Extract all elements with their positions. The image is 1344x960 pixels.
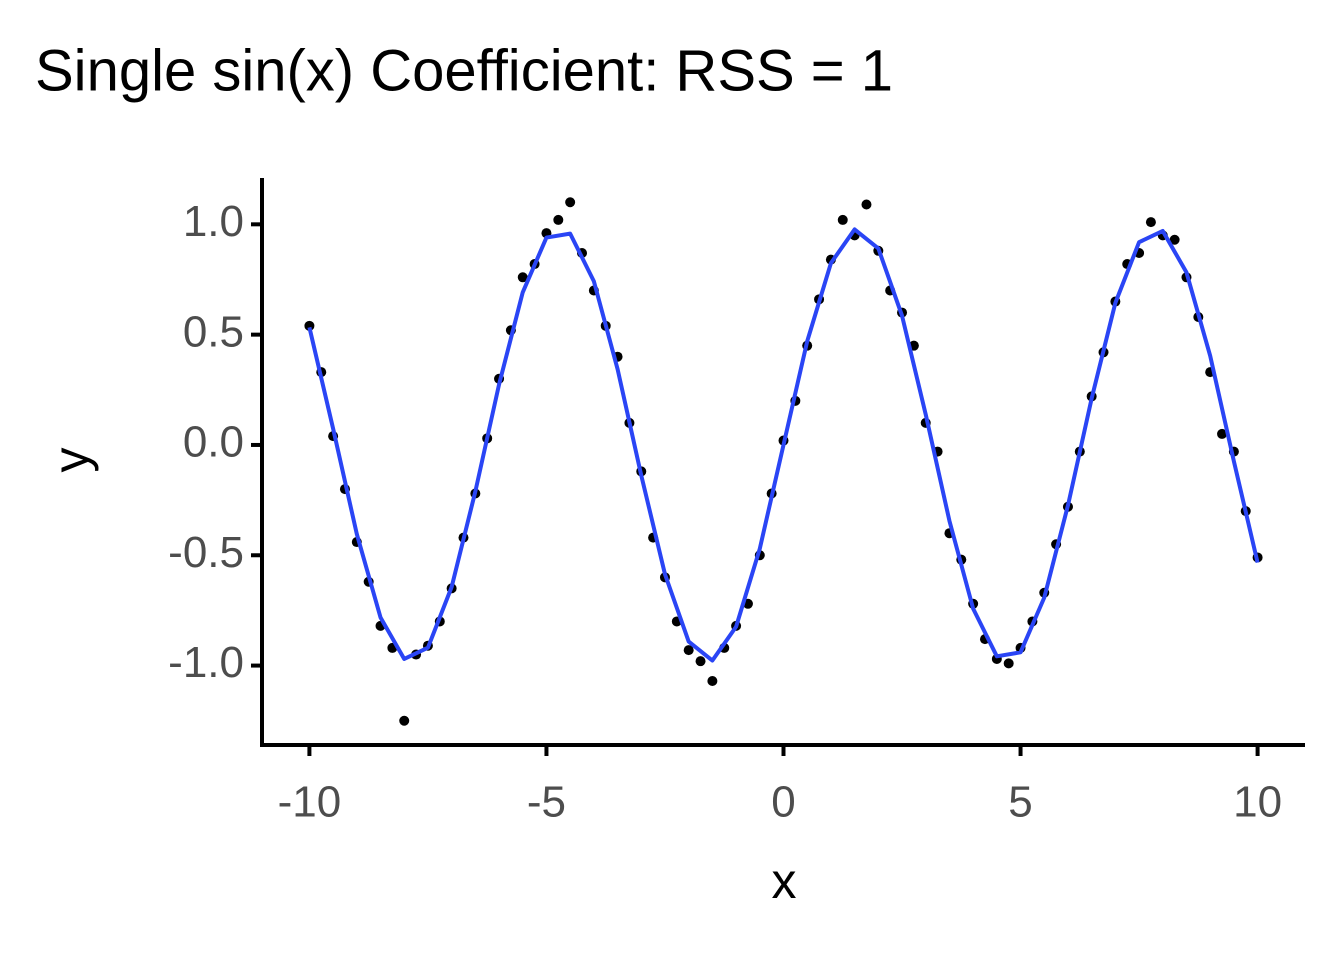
data-point: [1217, 428, 1228, 439]
data-point: [399, 715, 410, 726]
y-tick-label: -1.0: [168, 638, 244, 687]
data-point: [695, 656, 706, 667]
data-point: [1003, 658, 1014, 669]
data-point: [837, 214, 848, 225]
data-point: [683, 645, 694, 656]
y-tick-label: 0.0: [183, 418, 244, 467]
y-tick-label: -0.5: [168, 528, 244, 577]
x-tick-label: -10: [278, 778, 342, 827]
data-point: [1169, 234, 1180, 245]
chart-title: Single sin(x) Coefficient: RSS = 1: [35, 38, 893, 103]
x-tick-label: 5: [1008, 778, 1032, 827]
data-point: [517, 272, 528, 283]
data-point: [565, 197, 576, 208]
data-point: [707, 676, 718, 687]
data-point: [1145, 217, 1156, 228]
x-axis-title: x: [772, 853, 797, 909]
data-point: [861, 199, 872, 210]
x-tick-label: 10: [1233, 778, 1282, 827]
y-axis-title: y: [43, 448, 99, 473]
fit-line: [307, 227, 1260, 663]
data-point: [304, 320, 315, 331]
x-tick-label: -5: [527, 778, 566, 827]
x-tick-label: 0: [771, 778, 795, 827]
data-point: [553, 214, 564, 225]
y-tick-label: 1.0: [183, 197, 244, 246]
y-tick-label: 0.5: [183, 307, 244, 356]
